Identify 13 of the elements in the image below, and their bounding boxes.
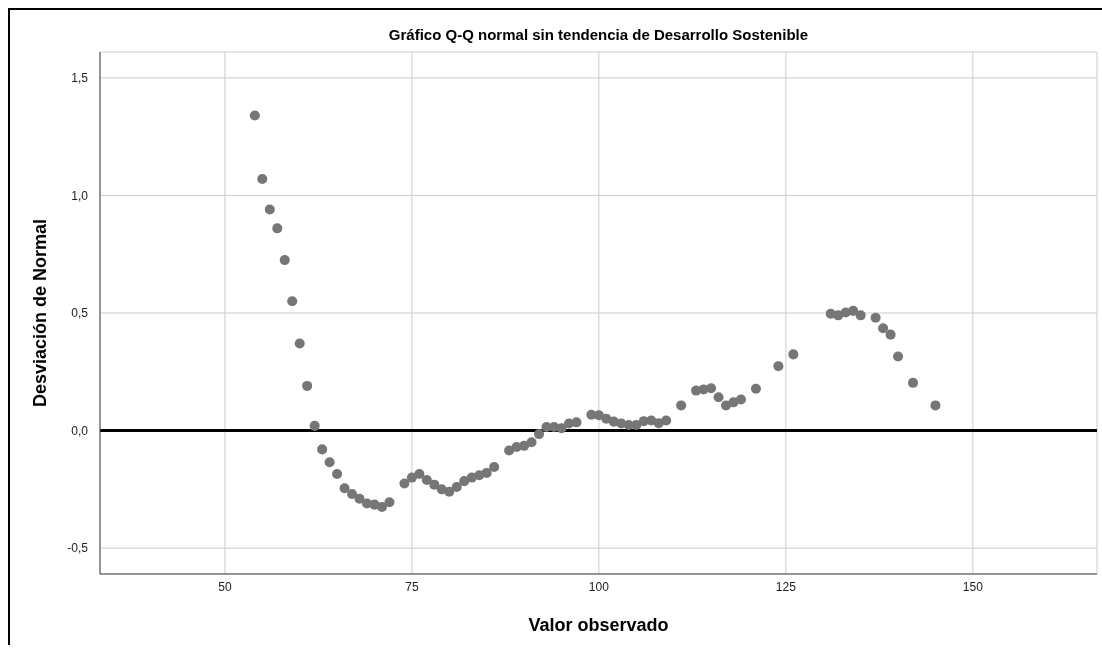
x-tick-label: 50 (218, 579, 232, 594)
y-axis-title: Desviación de Normal (30, 218, 51, 408)
y-tick-label: 0,0 (71, 423, 89, 438)
chart-title: Gráfico Q-Q normal sin tendencia de Desarrollo Sostenible (387, 26, 810, 44)
x-tick-label: 150 (962, 579, 984, 594)
x-axis-title: Valor observado (528, 615, 669, 635)
x-tick-label: 100 (588, 579, 610, 594)
y-tick-label: 1,0 (71, 188, 89, 203)
y-tick-label: 1,5 (71, 71, 89, 86)
y-tick-label: -0,5 (67, 541, 89, 556)
y-tick-label: 0,5 (71, 306, 89, 321)
x-tick-label: 125 (775, 579, 797, 594)
x-tick-label: 75 (405, 579, 419, 594)
